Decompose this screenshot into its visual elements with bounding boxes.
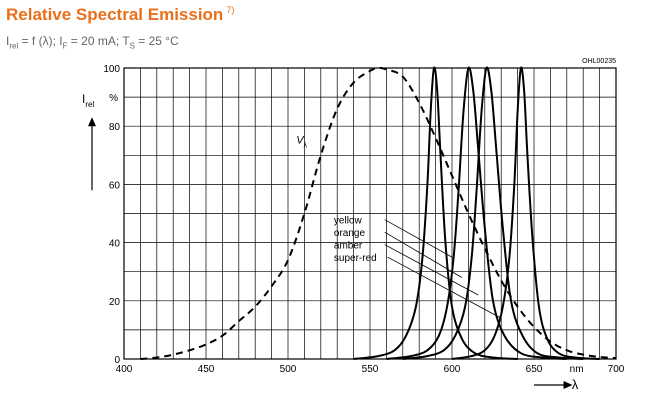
legend-label-yellow: yellow xyxy=(334,216,363,227)
x-axis-unit: nm xyxy=(570,364,584,375)
page-title: Relative Spectral Emission 7) xyxy=(6,5,235,24)
x-tick-label: 450 xyxy=(198,364,215,375)
y-axis-unit: % xyxy=(109,93,118,104)
legend-leader xyxy=(387,256,502,319)
x-arrow-head xyxy=(563,381,573,389)
y-tick-label: 20 xyxy=(109,297,121,308)
axis-arrows xyxy=(88,117,573,389)
x-axis-label: λ xyxy=(572,377,579,392)
y-axis-label: Irel xyxy=(82,92,94,109)
v-lambda-curve xyxy=(140,66,617,360)
y-tick-label: 60 xyxy=(109,180,121,191)
x-tick-label: 650 xyxy=(526,364,543,375)
axis-ticks: 400 450 500 550 600 650 700 0 20 40 60 80 100 xyxy=(103,64,624,375)
footnote-ref: 7) xyxy=(226,5,235,16)
x-tick-label: 500 xyxy=(280,364,297,375)
x-tick-label: 700 xyxy=(608,364,625,375)
curves xyxy=(140,66,617,360)
y-tick-label: 100 xyxy=(103,64,120,75)
legend-label-amber: amber xyxy=(334,241,363,252)
legend-leader xyxy=(384,231,463,278)
y-arrow-head xyxy=(88,117,96,127)
emission-curve-2 xyxy=(386,66,567,360)
x-tick-label: 400 xyxy=(116,364,133,375)
x-tick-label: 600 xyxy=(444,364,461,375)
emission-curve-1 xyxy=(353,66,518,360)
y-tick-label: 40 xyxy=(109,239,121,250)
emission-curve-4 xyxy=(451,66,600,360)
x-tick-label: 550 xyxy=(362,364,379,375)
legend-label-orange: orange xyxy=(334,228,366,239)
y-tick-label: 0 xyxy=(114,355,120,366)
chart-grid xyxy=(123,67,617,360)
figure-code: OHL00235 xyxy=(582,58,616,65)
legend-leader xyxy=(384,244,479,296)
emission-curve-3 xyxy=(402,66,584,360)
plot-frame xyxy=(123,67,617,360)
chart-condition: Irel = f (λ); IF = 20 mA; TS = 25 °C xyxy=(6,34,179,51)
y-tick-label: 80 xyxy=(109,122,121,133)
v-lambda-label: Vλ xyxy=(296,135,307,150)
legend-leader xyxy=(384,219,453,258)
legend-label-super-red: super-red xyxy=(334,253,377,264)
